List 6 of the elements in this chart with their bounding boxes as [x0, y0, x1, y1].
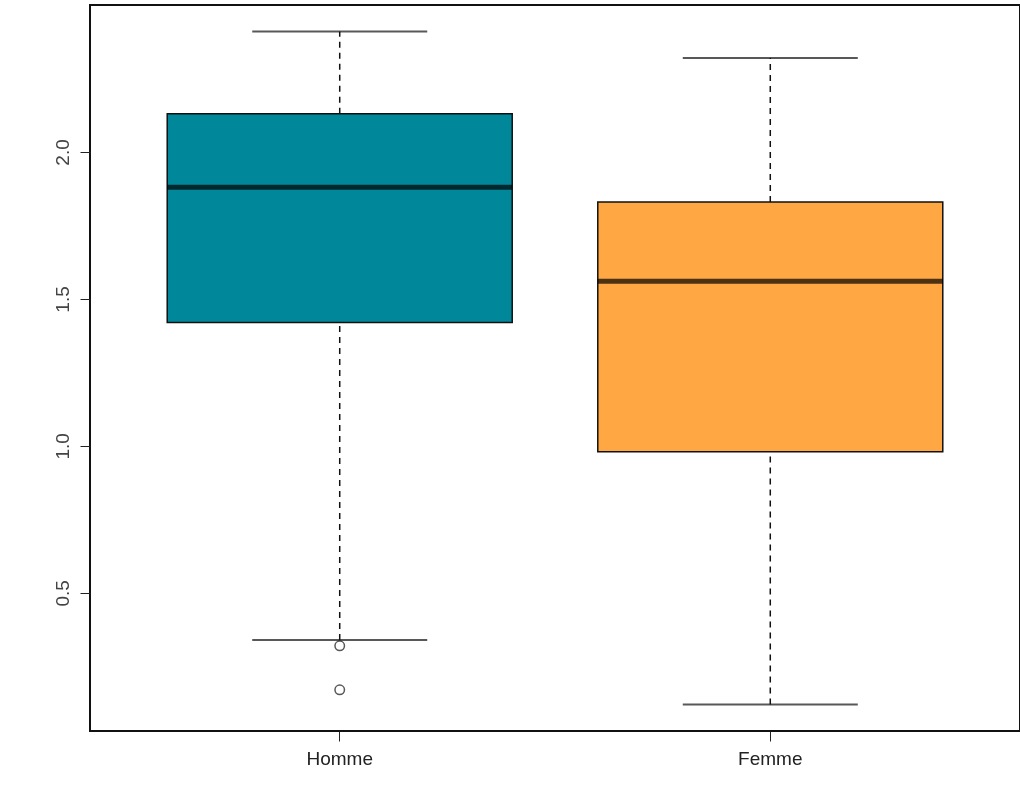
y-tick-label: 1.5	[51, 286, 73, 313]
y-tick-label: 0.5	[51, 580, 73, 607]
x-tick-label: Homme	[306, 747, 373, 769]
x-tick-label: Femme	[738, 747, 803, 769]
y-tick-label: 2.0	[51, 139, 73, 166]
y-tick-label: 1.0	[51, 433, 73, 460]
